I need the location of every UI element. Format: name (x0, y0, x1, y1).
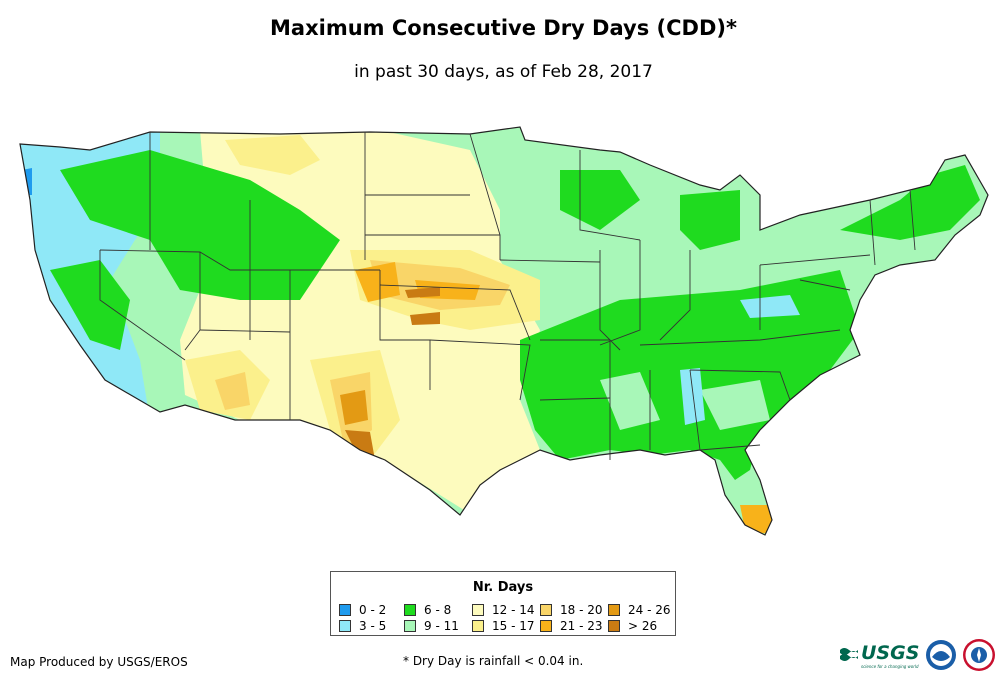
legend-item: 3 - 5 (339, 618, 404, 634)
legend-label: 3 - 5 (359, 619, 387, 633)
legend-label: 9 - 11 (424, 619, 459, 633)
map-subtitle: in past 30 days, as of Feb 28, 2017 (354, 62, 653, 82)
noaa-logo-icon (926, 640, 957, 670)
legend-label: 18 - 20 (560, 603, 603, 617)
legend-item: 18 - 20 (540, 602, 608, 618)
dry-days-regions (20, 127, 988, 535)
legend-label: 15 - 17 (492, 619, 535, 633)
legend-swatch (404, 620, 416, 632)
legend-swatch (608, 620, 620, 632)
legend-label: > 26 (628, 619, 658, 633)
legend-item: 24 - 26 (608, 602, 676, 618)
state-boundaries (99, 132, 916, 460)
legend-swatch (472, 604, 484, 616)
producer-credit: Map Produced by USGS/EROS (10, 655, 188, 669)
usgs-wordmark: USGS (861, 641, 920, 664)
legend-item: 12 - 14 (472, 602, 540, 618)
usgs-tagline: science for a changing world (861, 663, 919, 669)
legend-swatch (608, 604, 620, 616)
us-outline (19, 126, 989, 536)
legend-label: 24 - 26 (628, 603, 671, 617)
legend-item: 0 - 2 (339, 602, 404, 618)
legend-item: 6 - 8 (404, 602, 472, 618)
legend-swatch (339, 620, 351, 632)
legend-label: 6 - 8 (424, 603, 452, 617)
nws-logo-icon (963, 639, 996, 671)
agency-logos: USGS science for a changing world (840, 639, 996, 671)
legend-swatch (540, 620, 552, 632)
map-title: Maximum Consecutive Dry Days (CDD)* (270, 16, 737, 40)
usgs-logo: USGS science for a changing world (840, 642, 919, 669)
legend-item: 15 - 17 (472, 618, 540, 634)
legend-swatch (472, 620, 484, 632)
legend-grid: 0 - 2 3 - 5 6 - 8 9 - 11 12 - 14 15 - 17… (339, 602, 676, 634)
legend-swatch (404, 604, 416, 616)
legend: Nr. Days 0 - 2 3 - 5 6 - 8 9 - 11 12 - 1… (330, 571, 676, 636)
legend-item: > 26 (608, 618, 676, 634)
legend-swatch (540, 604, 552, 616)
usgs-wave-icon (840, 648, 858, 661)
legend-title: Nr. Days (472, 580, 534, 595)
legend-label: 0 - 2 (359, 603, 387, 617)
legend-item: 9 - 11 (404, 618, 472, 634)
legend-label: 21 - 23 (560, 619, 603, 633)
legend-swatch (339, 604, 351, 616)
dry-day-footnote: * Dry Day is rainfall < 0.04 in. (403, 654, 584, 668)
legend-label: 12 - 14 (492, 603, 535, 617)
legend-item: 21 - 23 (540, 618, 608, 634)
